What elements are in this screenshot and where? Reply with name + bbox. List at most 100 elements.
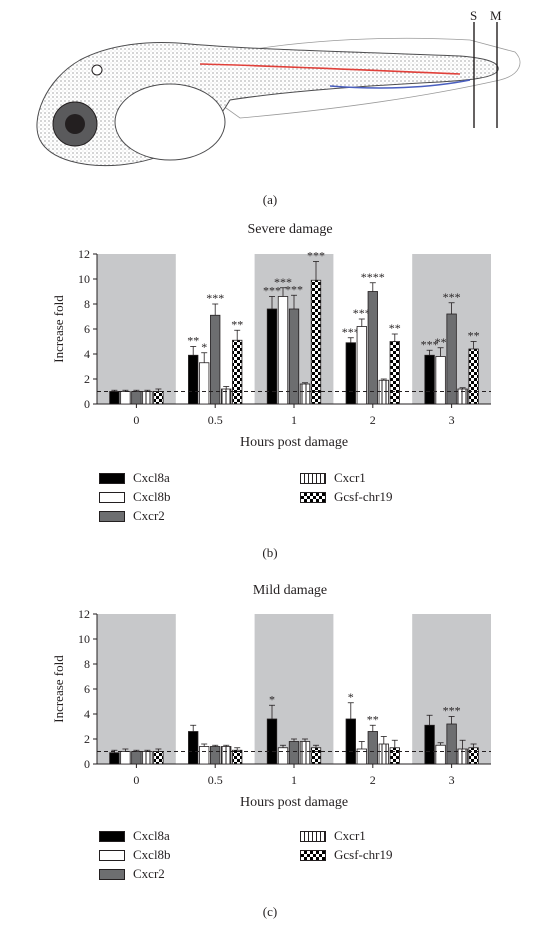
significance-label: * (269, 692, 275, 706)
bar-cxcl8a-1 (266, 308, 278, 405)
significance-label: *** (206, 291, 224, 305)
legend-item-cxcr2: Cxcr2 (99, 866, 165, 882)
bar-cxcl8a-0 (109, 391, 120, 405)
x-tick-label: 1 (291, 773, 297, 787)
x-tick-label: 3 (449, 413, 455, 427)
y-tick-label: 6 (84, 682, 90, 696)
legend-severe: Cxcl8a Cxcl8b Cxcr2 Cxcr1 Gcsf-chr19 (0, 470, 539, 530)
bar-cxcl8b-0 (120, 391, 131, 405)
significance-label: ** (435, 335, 447, 349)
bar-cxcl8b-1 (277, 296, 289, 405)
legend-label-cxcl8b: Cxcl8b (133, 489, 171, 504)
x-tick-label: 3 (449, 773, 455, 787)
bar-gcsf-chr19-2 (389, 341, 400, 405)
bar-cxcl8a-2 (345, 718, 356, 765)
bar-cxcl8a-1 (266, 718, 278, 765)
bar-cxcr2-0.5 (210, 314, 221, 405)
y-axis-label: Increase fold (51, 655, 66, 723)
legend-swatch-cxcl8a (99, 472, 125, 484)
bar-gcsf-chr19-0 (153, 751, 164, 765)
bar-cxcr2-0 (131, 391, 142, 405)
shaded-band-0 (97, 254, 176, 404)
y-tick-label: 8 (84, 297, 90, 311)
x-tick-label: 1 (291, 413, 297, 427)
bar-cxcl8b-3 (435, 356, 446, 405)
significance-label: ** (231, 317, 243, 331)
legend-swatch-gcsf (300, 491, 326, 503)
x-tick-label: 0.5 (208, 413, 223, 427)
blue-vessel (329, 79, 471, 89)
bar-cxcr2-3 (446, 723, 457, 765)
y-tick-label: 6 (84, 322, 90, 336)
bar-gcsf-chr19-0.5 (232, 339, 243, 405)
bar-cxcr2-2 (367, 731, 378, 765)
significance-label: *** (353, 306, 371, 320)
legend-label-gcsf: Gcsf-chr19 (334, 489, 393, 504)
marker-s: S (470, 8, 477, 23)
significance-label: *** (443, 704, 461, 718)
significance-label: *** (342, 325, 360, 339)
y-tick-label: 12 (78, 607, 90, 621)
x-tick-label: 0.5 (208, 773, 223, 787)
bar-gcsf-chr19-3 (468, 747, 479, 765)
legend-item-cxcl8a: Cxcl8a (99, 470, 170, 486)
shaded-band-0 (97, 614, 176, 764)
legend-label-cxcr1: Cxcr1 (334, 828, 366, 843)
y-tick-label: 10 (78, 632, 90, 646)
bar-cxcr1-2 (378, 379, 389, 405)
x-tick-label: 2 (370, 413, 376, 427)
bar-cxcr2-1 (288, 308, 300, 405)
legend-swatch-cxcl8b (99, 849, 125, 861)
bar-cxcl8a-0.5 (188, 354, 199, 405)
bar-cxcr2-0 (131, 751, 142, 765)
x-tick-label: 0 (133, 773, 139, 787)
legend-item-gcsf: Gcsf-chr19 (300, 489, 392, 505)
y-tick-label: 2 (84, 372, 90, 386)
y-tick-label: 2 (84, 732, 90, 746)
bar-cxcr2-2 (367, 291, 378, 405)
significance-label: * (348, 690, 354, 704)
y-tick-label: 12 (78, 247, 90, 261)
panel-label-a: (a) (262, 192, 278, 207)
bar-cxcr2-3 (446, 313, 457, 405)
bar-cxcl8b-2 (356, 326, 367, 405)
legend-label-cxcr2: Cxcr2 (133, 508, 165, 523)
legend-label-cxcr1: Cxcr1 (334, 470, 366, 485)
marker-m: M (490, 8, 502, 23)
significance-label: ** (468, 329, 480, 343)
bar-cxcr1-1 (299, 383, 311, 405)
significance-label: *** (307, 249, 325, 263)
bar-cxcr2-1 (288, 741, 300, 765)
legend-item-cxcr2: Cxcr2 (99, 508, 165, 524)
panel-label-c: (c) (262, 904, 278, 919)
legend-swatch-gcsf (300, 849, 326, 861)
y-tick-label: 4 (84, 707, 90, 721)
significance-label: *** (274, 275, 292, 289)
legend-swatch-cxcr2 (99, 868, 125, 880)
x-tick-label: 2 (370, 773, 376, 787)
bar-cxcl8b-0 (120, 751, 131, 765)
bar-gcsf-chr19-3 (468, 348, 479, 405)
legend-item-cxcl8b: Cxcl8b (99, 847, 171, 863)
y-axis-label: Increase fold (51, 295, 66, 363)
legend-item-cxcl8b: Cxcl8b (99, 489, 171, 505)
legend-swatch-cxcr1 (300, 830, 326, 842)
y-tick-label: 0 (84, 397, 90, 411)
legend-swatch-cxcr2 (99, 510, 125, 522)
legend-item-cxcr1: Cxcr1 (300, 828, 366, 844)
bar-cxcr1-1 (299, 741, 311, 765)
legend-label-cxcl8b: Cxcl8b (133, 847, 171, 862)
legend-label-cxcl8a: Cxcl8a (133, 828, 170, 843)
bar-cxcl8a-0.5 (188, 731, 199, 765)
bar-gcsf-chr19-2 (389, 747, 400, 765)
bar-cxcl8b-0.5 (199, 746, 210, 765)
bar-cxcr1-0.5 (221, 746, 232, 765)
significance-label: *** (421, 337, 439, 351)
legend-item-cxcr1: Cxcr1 (300, 470, 366, 486)
bar-cxcl8b-3 (435, 744, 446, 765)
x-axis-label: Hours post damage (240, 435, 348, 450)
bar-gcsf-chr19-1 (310, 279, 322, 405)
yolk-sac (114, 83, 226, 161)
